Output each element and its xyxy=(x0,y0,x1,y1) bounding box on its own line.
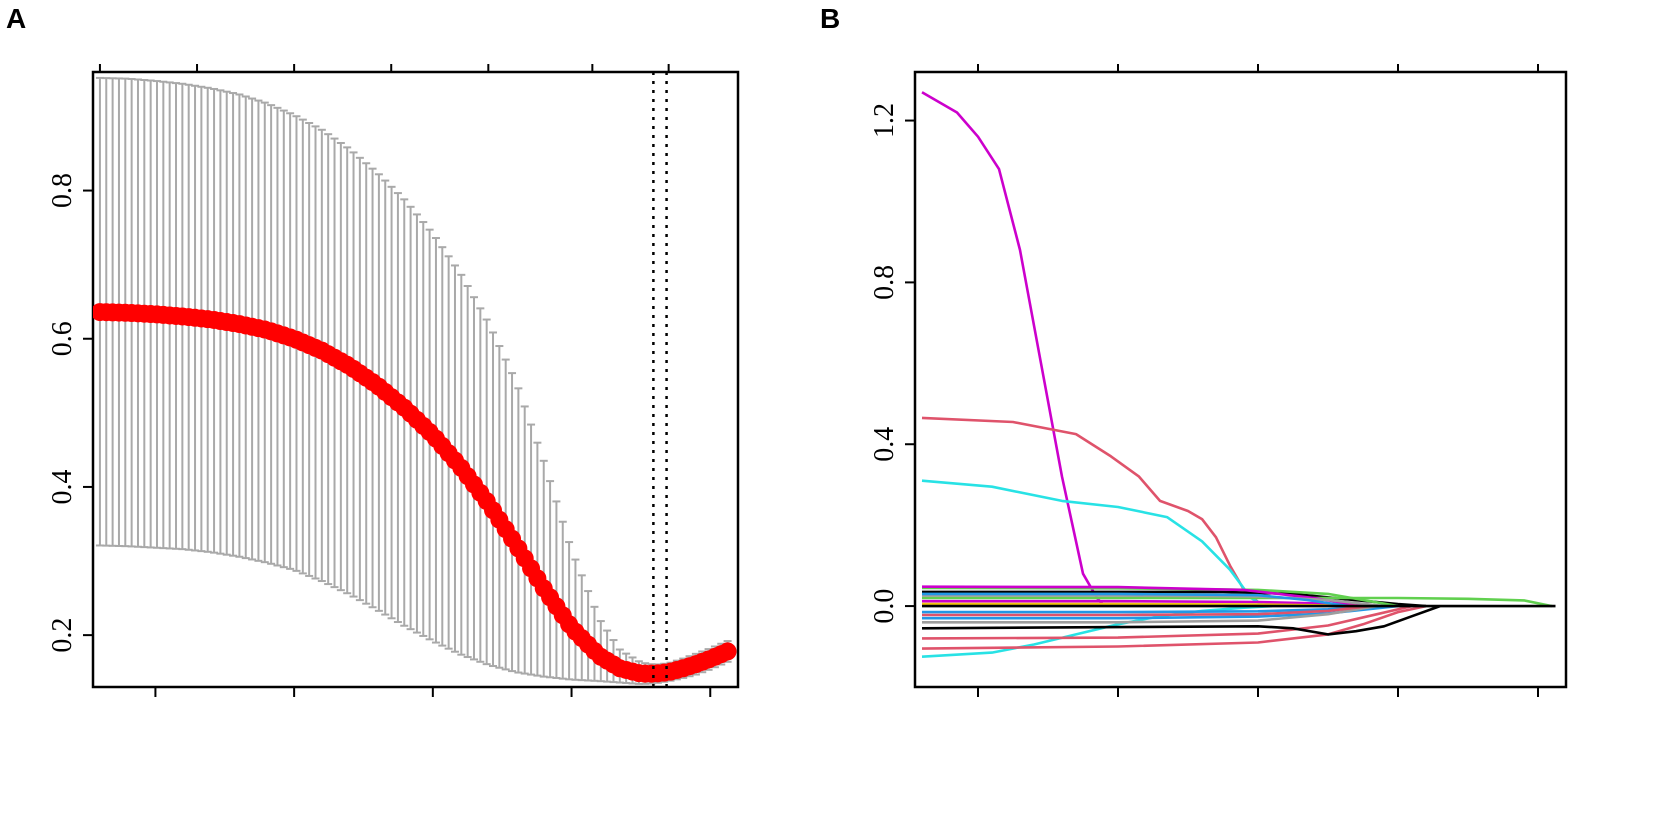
cv-point xyxy=(718,642,737,661)
coef-path-blue-3 xyxy=(922,592,1350,608)
panel-a-chart: 0.2 0.4 0.6 0.8 xyxy=(47,64,740,697)
y-tick-label: 0.8 xyxy=(47,173,78,208)
coef-path-cyan-2 xyxy=(921,604,1273,658)
coef-path-red-4 xyxy=(922,604,1371,617)
panel-b-letter: B xyxy=(820,3,840,34)
plot-frame xyxy=(913,70,1568,689)
coef-path-black-2 xyxy=(922,590,1427,608)
y-tick-label: 0.2 xyxy=(47,618,78,653)
y-tick-label: 0.6 xyxy=(47,321,78,356)
y-tick-label: 0.4 xyxy=(869,427,900,462)
y-tick-label: 0.8 xyxy=(869,265,900,300)
coef-path-red-1 xyxy=(921,416,1259,603)
coef-path-magenta xyxy=(921,91,1105,607)
panel-b-chart: 0.0 0.4 0.8 1.2 xyxy=(869,64,1568,697)
y-tick-label: 1.2 xyxy=(869,103,900,138)
plot-area xyxy=(921,91,1556,658)
y-tick-label: 0.4 xyxy=(47,469,78,504)
coef-path-gray-2 xyxy=(922,604,1378,624)
plot-area xyxy=(93,76,737,685)
coef-path-green-1 xyxy=(922,596,1553,608)
coef-path-black-1 xyxy=(921,604,1441,636)
plot-frame xyxy=(91,70,740,689)
panel-a-letter: A xyxy=(6,3,26,34)
y-tick-label: 0.0 xyxy=(869,589,900,624)
